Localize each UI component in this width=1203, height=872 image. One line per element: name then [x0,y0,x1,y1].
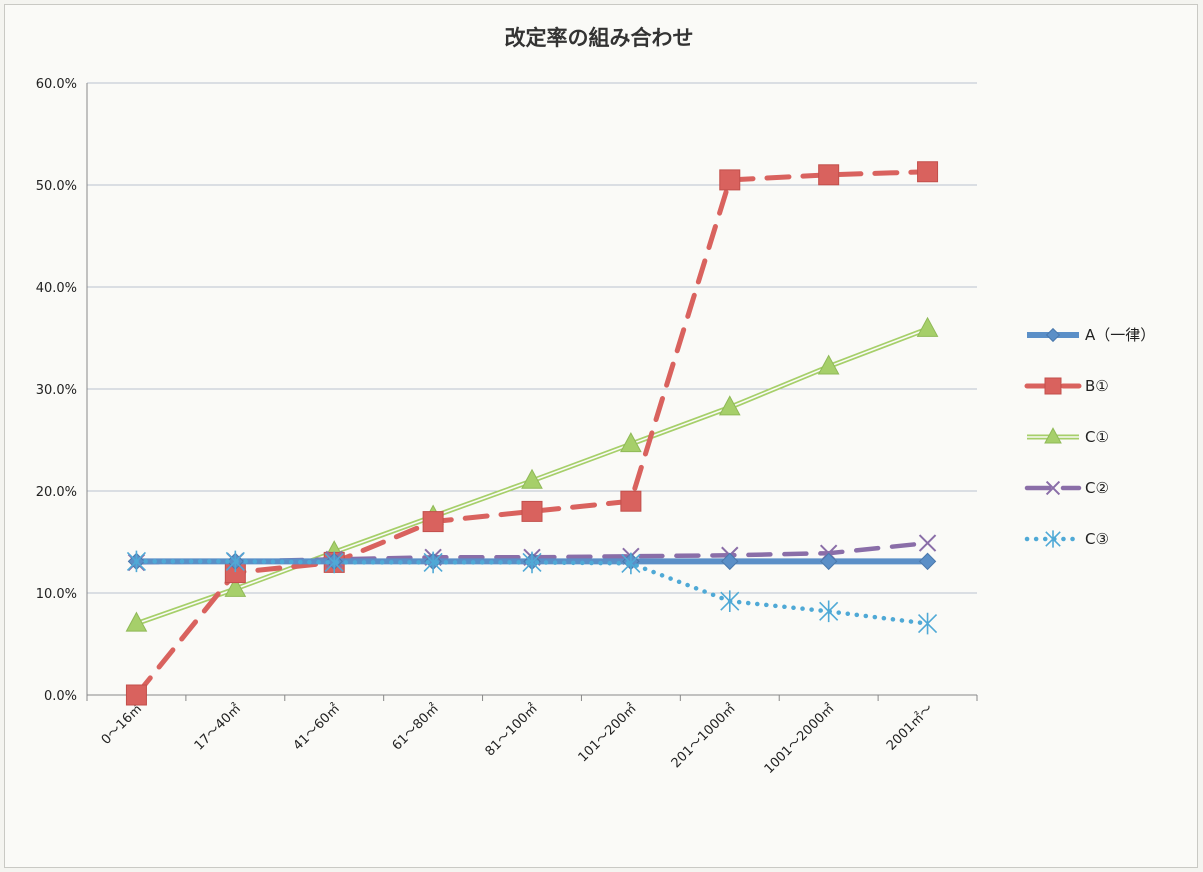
series-5 [126,550,938,635]
series-line [134,559,930,626]
point-marker [620,432,642,453]
point-marker [918,534,937,552]
point-marker [721,552,739,571]
legend-item: A（一律） [1027,326,1155,344]
point-marker [720,590,740,612]
x-tick-label: 61～80㎡ [390,701,442,753]
point-marker [1045,480,1061,496]
x-tick-label: 17～40㎡ [192,701,244,753]
point-marker [917,161,939,183]
y-tick-label: 20.0% [36,485,77,500]
point-marker [422,511,444,533]
point-marker [1044,377,1062,395]
legend-item: C③ [1024,530,1109,548]
point-marker [224,576,247,597]
point-marker [1045,530,1061,548]
point-marker [522,551,542,574]
y-tick-label: 0.0% [44,689,77,704]
series-line [133,169,931,698]
point-marker [521,500,543,522]
legend-item: C① [1027,427,1109,446]
x-tick-label: 41～60㎡ [291,701,343,753]
chart-title: 改定率の組み合わせ [505,26,694,50]
x-tick-label: 81～100㎡ [483,701,541,759]
point-marker [918,552,937,571]
line-chart: 改定率の組み合わせ 0.0% 10.0% 20.0% 30.0% 40.0% 50.0% 6… [36,26,1156,777]
x-tick-label: 1001～2000㎡ [762,701,838,777]
point-marker [817,354,840,375]
point-marker [125,611,148,632]
legend-label: B① [1085,377,1109,395]
point-marker [521,468,543,489]
gridlines [87,82,977,594]
series-layer [125,161,939,706]
point-marker [225,550,245,573]
series-3 [125,316,939,632]
point-marker [423,551,443,574]
point-marker [324,551,344,574]
legend-label: C② [1085,479,1109,497]
y-tick-label: 10.0% [36,587,77,602]
x-tick-label: 101～200㎡ [576,701,640,765]
legend-label: C③ [1085,530,1109,548]
point-marker [620,490,642,512]
point-marker [126,550,147,573]
chart-frame: 改定率の組み合わせ 0.0% 10.0% 20.0% 30.0% 40.0% 50.0% 6… [4,4,1198,868]
y-tick-label: 50.0% [36,179,77,194]
x-tick-label: 201～1000㎡ [669,701,739,771]
point-marker [1044,427,1062,444]
point-marker [718,395,741,416]
legend-item: B① [1024,377,1109,395]
point-marker [819,552,838,571]
point-marker [719,169,741,191]
y-tick-label: 40.0% [36,281,77,296]
point-marker [916,316,939,337]
x-tick-label: 2001㎡～ [884,701,936,753]
point-marker [621,552,641,575]
legend-item: C② [1024,479,1109,497]
x-tick-label: 0～16㎡ [99,701,146,748]
point-marker [125,684,147,706]
point-marker [1045,327,1061,343]
y-tick-label: 30.0% [36,383,77,398]
legend-label: A（一律） [1085,326,1155,344]
series-2 [125,161,939,706]
point-marker [819,600,839,623]
point-marker [818,164,840,186]
legend-label: C① [1085,428,1109,446]
point-marker [917,612,938,635]
legend: A（一律） B① C① C② C③ [1024,326,1155,548]
y-tick-label: 60.0% [36,77,77,92]
